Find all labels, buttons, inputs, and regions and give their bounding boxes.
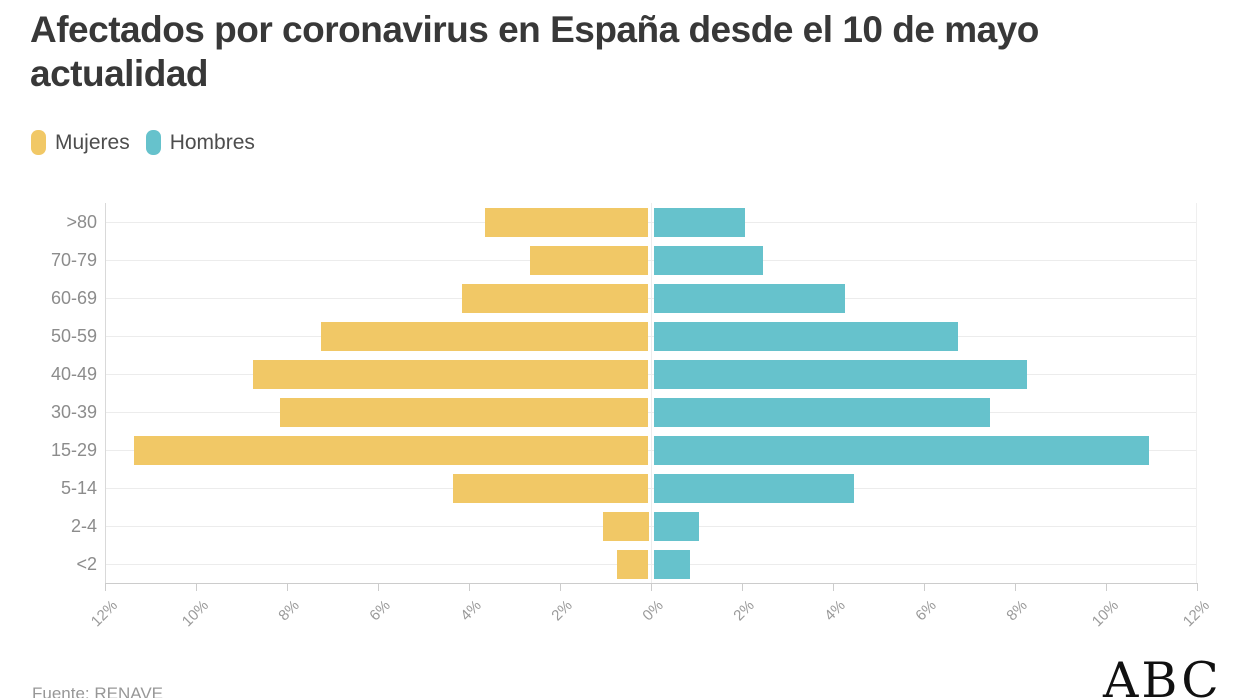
bar-hombres-40-49 bbox=[653, 359, 1027, 389]
x-axis-tick-label: 0% bbox=[639, 597, 668, 625]
x-axis-tick-label: 2% bbox=[730, 597, 759, 625]
x-axis-tick-label: 8% bbox=[1003, 597, 1032, 625]
hombres-swatch-icon bbox=[145, 130, 161, 155]
x-axis-tick bbox=[105, 584, 106, 591]
bar-hombres-50-59 bbox=[653, 321, 959, 351]
age-group-label: >80 bbox=[66, 212, 97, 232]
plot-left-border bbox=[105, 203, 106, 583]
age-group-label: 70-79 bbox=[50, 250, 97, 270]
x-axis-tick bbox=[196, 584, 197, 591]
chart-legend: Mujeres Hombres bbox=[31, 130, 255, 155]
x-axis-tick-label: 6% bbox=[366, 597, 395, 625]
x-axis-tick-label: 12% bbox=[87, 597, 122, 631]
x-axis-tick bbox=[469, 584, 470, 591]
x-axis-tick bbox=[742, 584, 743, 591]
bar-hombres-2-4 bbox=[653, 511, 699, 541]
x-axis-tick bbox=[1106, 584, 1107, 591]
bar-hombres-60-69 bbox=[653, 283, 845, 313]
age-group-label: 50-59 bbox=[50, 326, 97, 346]
age-group-label: 2-4 bbox=[70, 516, 97, 536]
zero-axis-line bbox=[650, 203, 652, 583]
bar-hombres->80 bbox=[653, 207, 745, 237]
x-axis-tick bbox=[1197, 584, 1198, 591]
bar-mujeres->80 bbox=[484, 207, 649, 237]
bar-hombres-<2 bbox=[653, 549, 690, 579]
x-axis-tick bbox=[560, 584, 561, 591]
bar-hombres-5-14 bbox=[653, 473, 854, 503]
age-group-label: <2 bbox=[76, 554, 97, 574]
x-axis-tick-label: 10% bbox=[1088, 597, 1123, 631]
age-group-label: 60-69 bbox=[50, 288, 97, 308]
age-group-label: 15-29 bbox=[50, 440, 97, 460]
legend-item-mujeres: Mujeres bbox=[31, 130, 130, 155]
x-axis-tick bbox=[1015, 584, 1016, 591]
bar-mujeres-2-4 bbox=[603, 511, 649, 541]
x-axis-tick bbox=[833, 584, 834, 591]
bar-mujeres-50-59 bbox=[320, 321, 649, 351]
x-axis-tick bbox=[378, 584, 379, 591]
bar-mujeres-30-39 bbox=[279, 397, 649, 427]
age-group-label: 40-49 bbox=[50, 364, 97, 384]
pyramid-plot-area: >80 70-79 60-69 50-59 40-49 30-39 15-29 5-14 2-4… bbox=[51, 203, 1213, 630]
bar-mujeres-<2 bbox=[616, 549, 649, 579]
x-axis-line bbox=[105, 583, 1198, 584]
x-axis-tick-label: 8% bbox=[275, 597, 304, 625]
mujeres-swatch-icon bbox=[31, 130, 46, 155]
x-axis-tick bbox=[651, 584, 652, 591]
bar-hombres-70-79 bbox=[653, 245, 763, 275]
bar-mujeres-40-49 bbox=[252, 359, 649, 389]
x-axis-tick-label: 6% bbox=[912, 597, 941, 625]
legend-label-hombres: Hombres bbox=[169, 130, 255, 154]
age-group-label: 30-39 bbox=[50, 402, 97, 422]
bar-mujeres-15-29 bbox=[134, 435, 649, 465]
x-axis-tick-label: 12% bbox=[1179, 597, 1214, 631]
chart-title-line2: actualidad bbox=[30, 53, 209, 94]
source-note: Fuente: RENAVE bbox=[32, 684, 164, 698]
bar-mujeres-5-14 bbox=[452, 473, 649, 503]
legend-label-mujeres: Mujeres bbox=[55, 130, 130, 154]
bar-hombres-30-39 bbox=[653, 397, 991, 427]
plot-right-border bbox=[1196, 203, 1197, 583]
x-axis-tick-label: 10% bbox=[178, 597, 213, 631]
x-axis-tick bbox=[924, 584, 925, 591]
chart-title-line1: Afectados por coronavirus en España desd… bbox=[30, 9, 1039, 50]
bar-mujeres-70-79 bbox=[530, 245, 649, 275]
abc-brand-logo: ABC bbox=[1103, 652, 1222, 698]
x-axis-tick-label: 2% bbox=[548, 597, 577, 625]
bar-hombres-15-29 bbox=[653, 435, 1150, 465]
legend-item-hombres: Hombres bbox=[145, 130, 255, 155]
x-axis-tick-label: 4% bbox=[457, 597, 486, 625]
chart-title: Afectados por coronavirus en España desd… bbox=[30, 8, 1210, 96]
x-axis-tick-label: 4% bbox=[821, 597, 850, 625]
x-axis-tick bbox=[287, 584, 288, 591]
age-group-label: 5-14 bbox=[60, 478, 97, 498]
bar-mujeres-60-69 bbox=[461, 283, 649, 313]
